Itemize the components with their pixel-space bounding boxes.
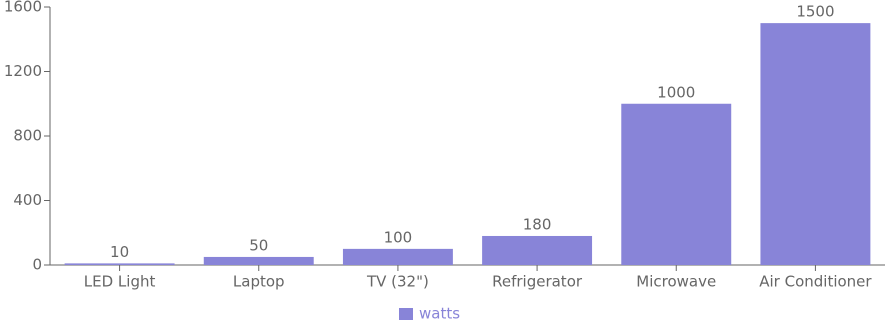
y-tick-label: 400 [13,191,42,209]
x-tick-label: Laptop [233,273,285,291]
bar [482,235,593,265]
value-label: 100 [384,228,413,246]
x-tick-label: TV (32") [366,273,429,291]
x-tick-label: Microwave [636,273,716,291]
y-tick-label: 1200 [4,62,42,80]
bar [760,23,871,265]
bar [621,103,732,265]
value-label: 1000 [657,83,695,101]
value-label: 10 [110,243,129,261]
y-tick-label: 1600 [4,0,42,16]
value-label: 1500 [796,3,834,21]
value-label: 50 [249,236,268,254]
value-label: 180 [523,215,552,233]
bar [203,256,314,265]
x-tick-label: Refrigerator [492,273,583,291]
bar [342,248,453,265]
x-tick-label: Air Conditioner [759,273,872,291]
y-tick-label: 800 [13,127,42,145]
legend-swatch [399,308,413,320]
bar [64,263,175,265]
legend-label: watts [419,305,460,323]
x-tick-label: LED Light [84,273,156,291]
y-tick-label: 0 [32,256,42,274]
